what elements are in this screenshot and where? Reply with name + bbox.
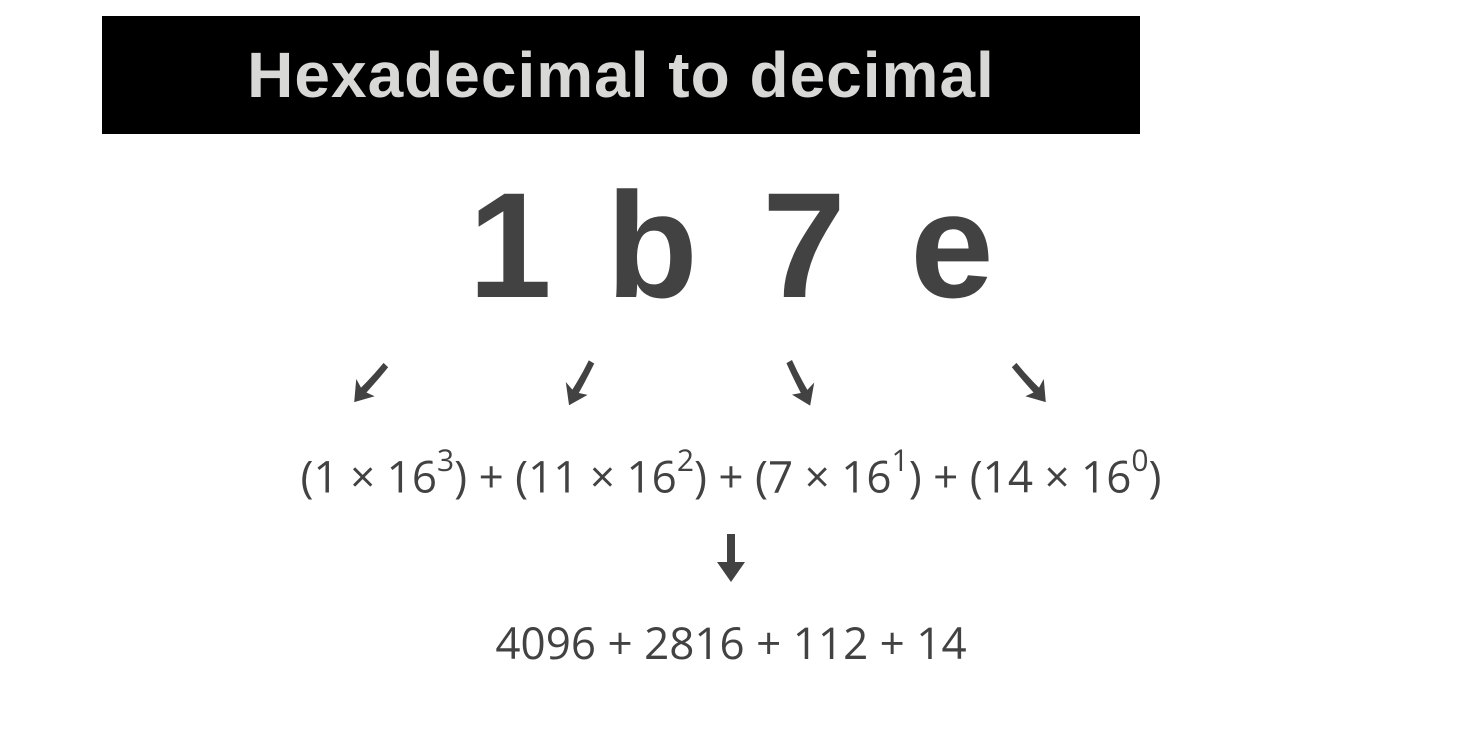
sum-value: 2816 bbox=[644, 612, 745, 672]
hex-digits-row: 1 b 7 e bbox=[0, 170, 1462, 320]
arrow-icon bbox=[555, 351, 606, 413]
expansion-formula: (1 × 163) + (11 × 162) + (7 × 161) + (14… bbox=[0, 445, 1462, 506]
term-coef: 11 bbox=[528, 446, 578, 506]
term-coef: 14 bbox=[983, 446, 1033, 506]
term-coef: 1 bbox=[313, 446, 338, 506]
operator: × bbox=[805, 446, 830, 506]
join: + bbox=[718, 446, 743, 506]
term-coef: 7 bbox=[768, 446, 793, 506]
arrow-icon bbox=[340, 349, 399, 416]
operator: × bbox=[590, 446, 615, 506]
operator: × bbox=[1044, 446, 1069, 506]
arrow-icon bbox=[1000, 349, 1059, 416]
term-base: 16 bbox=[627, 446, 677, 506]
hex-digit-2: b bbox=[606, 170, 698, 320]
join: + bbox=[607, 612, 632, 672]
hex-digit-3: 7 bbox=[762, 170, 845, 320]
term-base: 16 bbox=[1081, 446, 1131, 506]
title-text: Hexadecimal to decimal bbox=[247, 38, 995, 112]
term-exp: 1 bbox=[892, 439, 909, 480]
term-base: 16 bbox=[841, 446, 891, 506]
term-exp: 0 bbox=[1131, 439, 1148, 480]
title-box: Hexadecimal to decimal bbox=[102, 16, 1140, 134]
arrow-down-icon bbox=[713, 530, 749, 585]
join: + bbox=[880, 612, 905, 672]
join: + bbox=[756, 612, 781, 672]
join: + bbox=[933, 446, 958, 506]
arrow-icon bbox=[776, 352, 825, 413]
summation-formula: 4096 + 2816 + 112 + 14 bbox=[0, 612, 1462, 672]
hex-digit-1: 1 bbox=[468, 170, 551, 320]
sum-value: 112 bbox=[793, 612, 868, 672]
term-exp: 2 bbox=[677, 439, 694, 480]
term-base: 16 bbox=[387, 446, 437, 506]
sum-value: 14 bbox=[916, 612, 966, 672]
term-exp: 3 bbox=[437, 439, 454, 480]
sum-value: 4096 bbox=[495, 612, 596, 672]
operator: × bbox=[350, 446, 375, 506]
join: + bbox=[479, 446, 504, 506]
hex-digit-4: e bbox=[910, 170, 993, 320]
